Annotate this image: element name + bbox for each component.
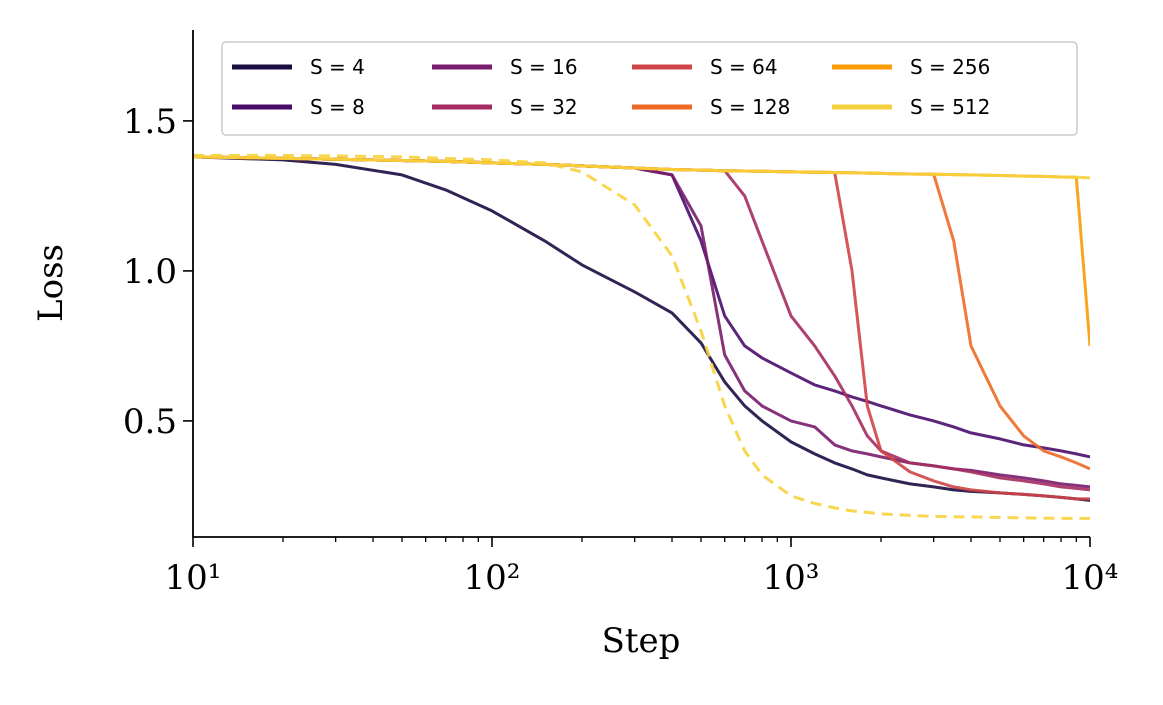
x-tick-label: 10¹ <box>165 558 222 598</box>
series-line <box>193 155 1090 471</box>
series-line <box>193 155 1090 492</box>
y-axis-label: Loss <box>31 244 71 322</box>
legend-label: S = 256 <box>910 55 990 79</box>
legend-label: S = 32 <box>510 95 578 119</box>
x-tick-label: 10⁴ <box>1062 558 1119 598</box>
legend-label: S = 8 <box>310 95 365 119</box>
x-tick-label: 10³ <box>763 558 820 598</box>
y-tick-label: 1.5 <box>123 102 177 142</box>
series-line <box>193 155 1090 459</box>
y-tick-label: 0.5 <box>123 402 177 442</box>
y-tick-label: 1.0 <box>123 252 177 292</box>
series-line <box>193 155 1090 489</box>
series-line <box>193 153 1090 520</box>
legend-label: S = 512 <box>910 95 990 119</box>
legend-label: S = 128 <box>710 95 790 119</box>
legend-label: S = 64 <box>710 55 778 79</box>
legend-label: S = 4 <box>310 55 365 79</box>
series-line <box>193 155 1090 180</box>
x-axis-label: Step <box>602 621 681 661</box>
legend-label: S = 16 <box>510 55 578 79</box>
x-tick-label: 10² <box>464 558 521 598</box>
series-line <box>193 155 1090 501</box>
series-line <box>193 155 1090 502</box>
